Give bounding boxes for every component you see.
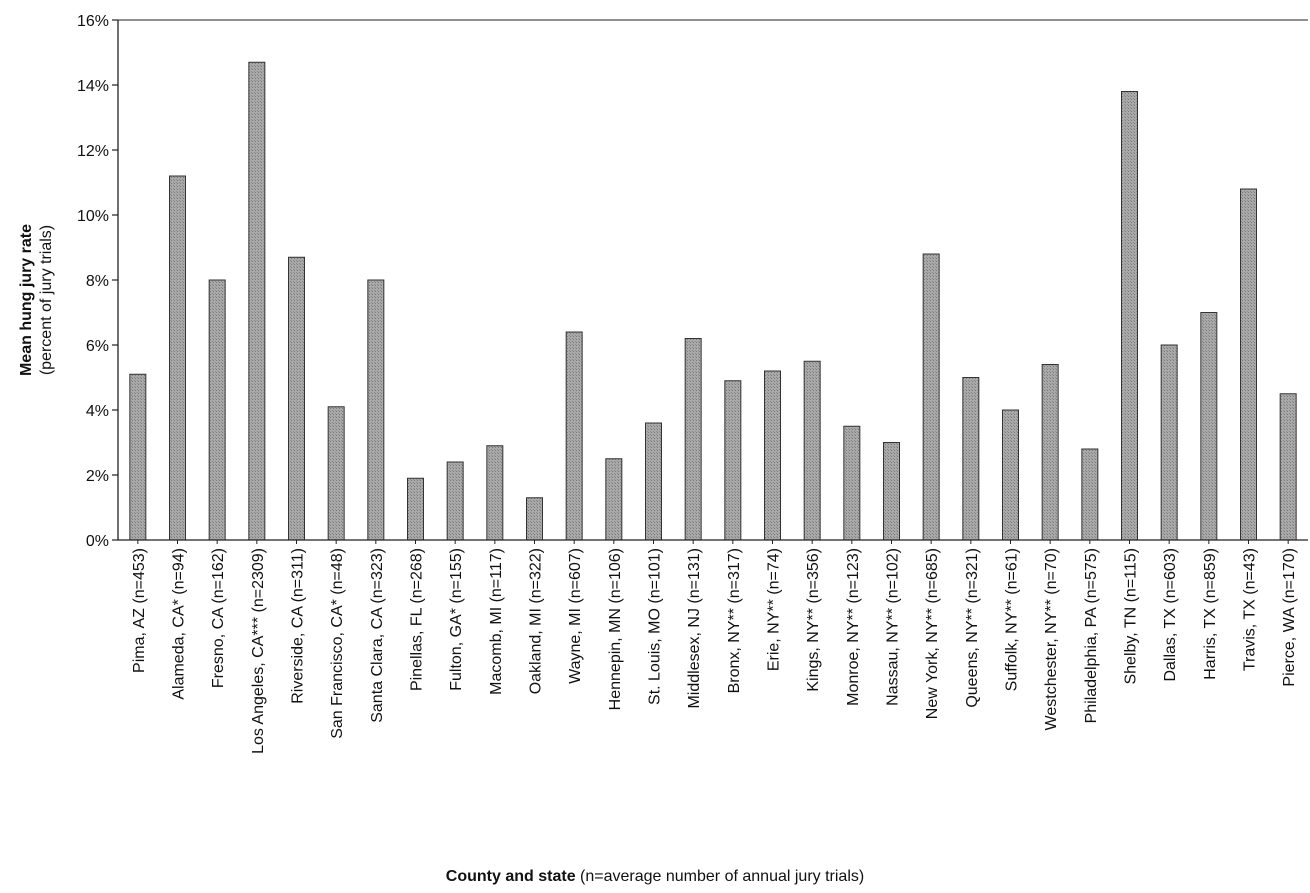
x-tick-label: Queens, NY** (n=321) bbox=[964, 548, 981, 708]
x-tick-label: Kings, NY** (n=356) bbox=[805, 548, 822, 692]
bar bbox=[645, 422, 662, 541]
bar bbox=[486, 445, 504, 541]
bar bbox=[1160, 344, 1178, 541]
x-tick-label: Pierce, WA (n=170) bbox=[1281, 548, 1298, 687]
x-tick-label: Fresno, CA (n=162) bbox=[210, 548, 227, 688]
bar bbox=[129, 373, 147, 541]
x-tick-label: Suffolk, NY** (n=61) bbox=[1004, 548, 1021, 691]
x-tick-label: Bronx, NY** (n=317) bbox=[726, 548, 743, 693]
x-tick-label: Westchester, NY** (n=70) bbox=[1043, 548, 1060, 730]
y-axis-sublabel: (percent of jury trials) bbox=[38, 224, 55, 376]
x-tick-label: Dallas, TX (n=603) bbox=[1162, 548, 1179, 682]
bar bbox=[1121, 91, 1138, 541]
x-ticks-layer: Pima, AZ (n=453) Alameda, CA* (n=94) Fresn… bbox=[131, 540, 1298, 754]
x-tick-label: Nassau, NY** (n=102) bbox=[885, 548, 902, 706]
x-tick-label: Travis, TX (n=43) bbox=[1242, 548, 1259, 671]
bar bbox=[764, 370, 781, 541]
bar bbox=[288, 256, 305, 541]
x-tick-label: Santa Clara, CA (n=323) bbox=[369, 548, 386, 723]
x-tick-label: Middlesex, NJ (n=131) bbox=[686, 548, 703, 709]
y-tick-label: 4% bbox=[86, 403, 109, 420]
y-tick-label: 10% bbox=[77, 208, 109, 225]
bar bbox=[367, 279, 385, 541]
bar bbox=[1200, 312, 1218, 541]
y-tick-label: 12% bbox=[77, 143, 109, 160]
x-tick-label: Riverside, CA (n=311) bbox=[290, 548, 307, 704]
x-tick-label: San Francisco, CA* (n=48) bbox=[329, 548, 346, 739]
x-tick-label: Los Angeles, CA*** (n=2309) bbox=[250, 548, 267, 754]
y-ticks-layer: 0% 2% 4% 6% 8% 10% 12% 14% 16% bbox=[77, 13, 118, 550]
x-tick-label: Shelby, TN (n=115) bbox=[1123, 548, 1140, 685]
bar bbox=[962, 377, 980, 541]
bar bbox=[248, 61, 266, 541]
x-tick-label: Fulton, GA* (n=155) bbox=[448, 548, 465, 691]
bar bbox=[1279, 393, 1297, 541]
x-tick-label: Pinellas, FL (n=268) bbox=[409, 548, 426, 691]
x-tick-label: Philadelphia, PA (n=575) bbox=[1083, 548, 1100, 723]
bar bbox=[446, 461, 464, 541]
bar bbox=[407, 477, 424, 541]
x-tick-label: New York, NY** (n=685) bbox=[924, 548, 941, 719]
bar bbox=[843, 425, 861, 541]
bar bbox=[208, 279, 226, 541]
x-tick-label: Oakland, MI (n=322) bbox=[528, 548, 545, 694]
bar bbox=[803, 360, 821, 541]
x-tick-label: St. Louis, MO (n=101) bbox=[647, 548, 664, 705]
x-tick-label: Macomb, MI (n=117) bbox=[488, 548, 505, 695]
bar bbox=[327, 406, 345, 541]
y-tick-label: 2% bbox=[86, 468, 109, 485]
x-axis-title: County and state (n=average number of an… bbox=[0, 868, 1310, 886]
x-axis-label: County and state bbox=[445, 868, 576, 885]
bar bbox=[565, 331, 583, 541]
x-tick-label: Hennepin, MN (n=106) bbox=[607, 548, 624, 710]
y-tick-label: 8% bbox=[86, 273, 109, 290]
y-tick-label: 0% bbox=[86, 533, 109, 550]
bars-layer bbox=[129, 61, 1297, 541]
bar bbox=[1081, 448, 1099, 541]
x-tick-label: Monroe, NY** (n=123) bbox=[845, 548, 862, 706]
y-tick-label: 16% bbox=[77, 13, 109, 30]
bar bbox=[169, 175, 186, 541]
x-tick-label: Wayne, MI (n=607) bbox=[567, 548, 584, 684]
bar bbox=[724, 380, 742, 541]
y-tick-label: 14% bbox=[77, 78, 109, 95]
x-tick-label: Alameda, CA* (n=94) bbox=[171, 548, 188, 700]
x-axis-sublabel: (n=average number of annual jury trials) bbox=[580, 868, 865, 885]
bar bbox=[922, 253, 940, 541]
y-tick-label: 6% bbox=[86, 338, 109, 355]
bar bbox=[526, 497, 543, 541]
y-axis-title: Mean hung jury rate (percent of jury tri… bbox=[17, 224, 57, 376]
y-axis-label: Mean hung jury rate bbox=[18, 223, 35, 377]
x-tick-label: Pima, AZ (n=453) bbox=[131, 548, 148, 673]
x-tick-label: Erie, NY** (n=74) bbox=[766, 548, 783, 671]
x-tick-label: Harris, TX (n=859) bbox=[1202, 548, 1219, 680]
bar bbox=[684, 338, 702, 541]
bar bbox=[1002, 409, 1019, 541]
bar bbox=[1041, 364, 1059, 541]
bar bbox=[605, 458, 623, 541]
bar bbox=[883, 442, 900, 541]
bar bbox=[1240, 188, 1257, 541]
